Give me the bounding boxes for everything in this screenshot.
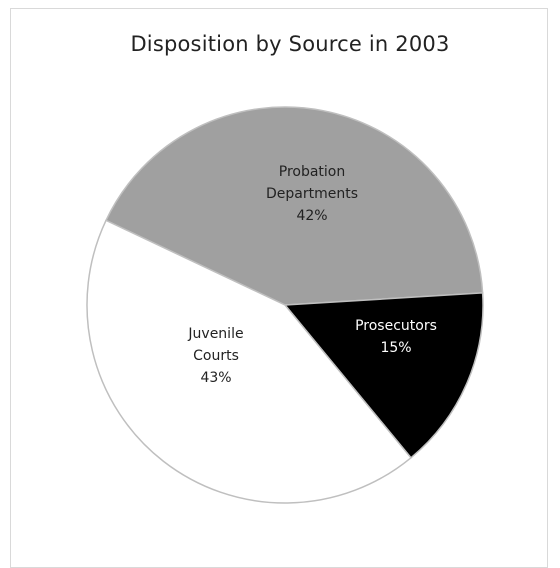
slice-label-juvenile: Juvenile Courts 43% xyxy=(187,326,243,386)
slice-label-probation: Probation Departments 42% xyxy=(266,164,358,224)
pie-slice-probation xyxy=(104,106,484,306)
pie-slice-juvenile xyxy=(86,219,412,504)
pie-slice-prosecutors xyxy=(283,292,484,459)
chart-title: Disposition by Source in 2003 xyxy=(130,32,450,56)
pie-chart: Probation Departments 42% Prosecutors 15% Juv… xyxy=(86,106,484,504)
slice-label-prosecutors: Prosecutors 15% xyxy=(355,318,437,356)
